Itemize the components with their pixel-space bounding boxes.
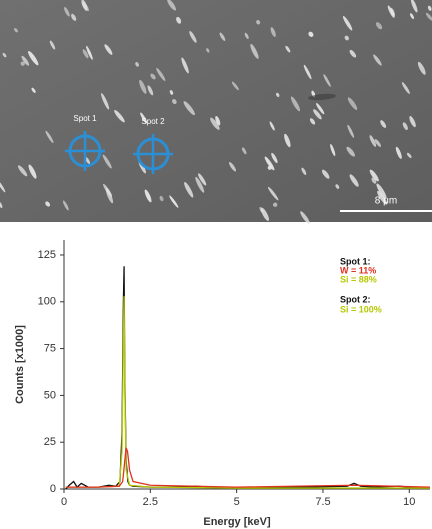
x-tick-label: 10 [403, 496, 415, 508]
spectrum-line [66, 266, 430, 489]
y-axis-label: Counts [x1000] [14, 325, 26, 404]
chart: 0 25 50 75 100 125 0 2.5 5 7.5 10 Energy [keV] Count… [14, 240, 430, 528]
sem-image [0, 0, 432, 225]
y-tick-label: 0 [50, 483, 56, 495]
y-tick-label: 25 [44, 436, 56, 448]
x-tick-label: 7.5 [315, 496, 330, 508]
x-tick-label: 0 [61, 496, 67, 508]
scale-bar-label: 8 μm [375, 196, 397, 207]
annotation: Spot 2: [340, 294, 371, 304]
x-tick-label: 2.5 [143, 496, 158, 508]
figure: Spot 1 Spot 2 8 μm 0 25 50 75 100 125 0 2.5 5 7.5 1… [0, 0, 432, 529]
x-axis-label: Energy [keV] [203, 516, 271, 528]
x-tick-label: 5 [234, 496, 240, 508]
page: Spot 1 Spot 2 8 μm 0 25 50 75 100 125 0 2.5 5 7.5 1… [0, 0, 432, 529]
y-tick-label: 125 [38, 249, 56, 261]
sem-background [0, 0, 432, 222]
spot-label: Spot 2 [141, 117, 165, 126]
spot-label: Spot 1 [73, 114, 97, 123]
y-tick-label: 50 [44, 389, 56, 401]
annotation: Si = 88% [340, 274, 377, 284]
y-tick-label: 75 [44, 342, 56, 354]
annotation: Si = 100% [340, 304, 382, 314]
y-tick-label: 100 [38, 296, 56, 308]
